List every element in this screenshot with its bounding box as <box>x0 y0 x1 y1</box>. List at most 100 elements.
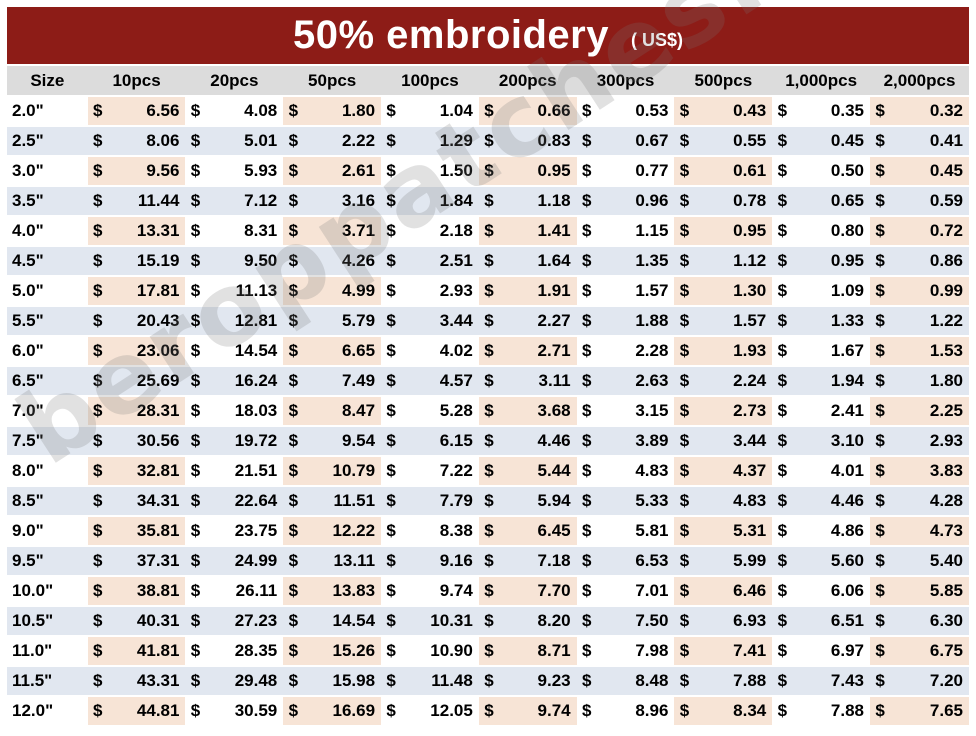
currency-symbol: $ <box>772 607 793 637</box>
currency-symbol: $ <box>381 157 402 187</box>
currency-symbol: $ <box>772 247 793 277</box>
currency-symbol: $ <box>478 397 499 427</box>
price-cell: 8.96 <box>596 697 675 727</box>
currency-symbol: $ <box>772 697 793 727</box>
price-cell: 7.20 <box>890 667 969 697</box>
price-cell: 2.27 <box>499 307 577 337</box>
price-cell: 6.06 <box>792 577 871 607</box>
currency-symbol: $ <box>185 337 206 367</box>
column-header-qty: 2,000pcs <box>870 66 969 97</box>
price-cell: 7.12 <box>205 187 284 217</box>
price-table: Size 10pcs 20pcs 50pcs 100pcs 200pcs 300pcs 500… <box>7 66 969 727</box>
price-cell: 13.11 <box>303 547 382 577</box>
currency-symbol: $ <box>283 157 304 187</box>
currency-symbol: $ <box>283 637 304 667</box>
size-cell: 11.0" <box>7 637 88 667</box>
price-cell: 2.25 <box>890 397 969 427</box>
price-cell: 7.88 <box>694 667 773 697</box>
currency-symbol: $ <box>87 667 108 697</box>
price-cell: 3.89 <box>596 427 675 457</box>
price-cell: 7.98 <box>596 637 675 667</box>
price-cell: 12.22 <box>303 517 382 547</box>
size-cell: 8.0" <box>7 457 88 487</box>
price-cell: 0.45 <box>890 157 969 187</box>
currency-symbol: $ <box>870 577 891 607</box>
price-cell: 0.77 <box>596 157 675 187</box>
currency-symbol: $ <box>381 547 402 577</box>
column-header-qty: 200pcs <box>478 66 577 97</box>
size-cell: 8.5" <box>7 487 88 517</box>
price-cell: 21.51 <box>205 457 284 487</box>
currency-symbol: $ <box>185 97 206 127</box>
price-cell: 7.01 <box>596 577 675 607</box>
currency-symbol: $ <box>185 427 206 457</box>
price-cell: 0.83 <box>499 127 577 157</box>
currency-symbol: $ <box>870 517 891 547</box>
price-cell: 8.48 <box>596 667 675 697</box>
price-cell: 7.65 <box>890 697 969 727</box>
currency-symbol: $ <box>478 637 499 667</box>
price-cell: 5.33 <box>596 487 675 517</box>
currency-symbol: $ <box>870 367 891 397</box>
price-cell: 3.44 <box>694 427 773 457</box>
price-cell: 1.50 <box>401 157 479 187</box>
price-cell: 7.41 <box>694 637 773 667</box>
price-cell: 6.30 <box>890 607 969 637</box>
currency-symbol: $ <box>478 337 499 367</box>
price-cell: 3.16 <box>303 187 382 217</box>
currency-symbol: $ <box>87 367 108 397</box>
currency-symbol: $ <box>283 427 304 457</box>
price-cell: 0.35 <box>792 97 871 127</box>
currency-symbol: $ <box>185 577 206 607</box>
currency-symbol: $ <box>478 367 499 397</box>
price-cell: 4.08 <box>205 97 284 127</box>
price-cell: 3.83 <box>890 457 969 487</box>
price-cell: 4.83 <box>694 487 773 517</box>
currency-symbol: $ <box>87 697 108 727</box>
price-cell: 13.31 <box>107 217 186 247</box>
currency-symbol: $ <box>381 667 402 697</box>
price-cell: 6.46 <box>694 577 773 607</box>
currency-symbol: $ <box>870 127 891 157</box>
currency-symbol: $ <box>478 697 499 727</box>
price-cell: 9.50 <box>205 247 284 277</box>
currency-symbol: $ <box>283 127 304 157</box>
currency-symbol: $ <box>185 367 206 397</box>
currency-symbol: $ <box>870 217 891 247</box>
currency-symbol: $ <box>87 277 108 307</box>
price-cell: 12.05 <box>401 697 479 727</box>
currency-symbol: $ <box>283 247 304 277</box>
currency-symbol: $ <box>381 397 402 427</box>
price-cell: 1.84 <box>401 187 479 217</box>
table-row: 7.5" $30.56 $19.72 $9.54 $6.15 $4.46 $3.89 $3.4… <box>7 427 969 457</box>
currency-symbol: $ <box>185 187 206 217</box>
currency-symbol: $ <box>576 577 597 607</box>
price-cell: 3.68 <box>499 397 577 427</box>
currency-symbol: $ <box>674 367 695 397</box>
price-cell: 4.83 <box>596 457 675 487</box>
price-cell: 7.43 <box>792 667 871 697</box>
price-cell: 30.59 <box>205 697 284 727</box>
currency-symbol: $ <box>674 397 695 427</box>
price-cell: 0.72 <box>890 217 969 247</box>
price-cell: 2.93 <box>401 277 479 307</box>
table-body: 2.0" $6.56 $4.08 $1.80 $1.04 $0.66 $0.53 $0.43 $… <box>7 97 969 727</box>
currency-symbol: $ <box>381 217 402 247</box>
currency-symbol: $ <box>283 307 304 337</box>
currency-symbol: $ <box>185 667 206 697</box>
price-cell: 40.31 <box>107 607 186 637</box>
price-cell: 1.57 <box>694 307 773 337</box>
price-cell: 4.26 <box>303 247 382 277</box>
currency-symbol: $ <box>772 277 793 307</box>
price-cell: 9.54 <box>303 427 382 457</box>
currency-symbol: $ <box>381 607 402 637</box>
currency-symbol: $ <box>478 517 499 547</box>
price-cell: 0.59 <box>890 187 969 217</box>
price-cell: 8.06 <box>107 127 186 157</box>
price-cell: 17.81 <box>107 277 186 307</box>
price-cell: 1.94 <box>792 367 871 397</box>
price-cell: 4.57 <box>401 367 479 397</box>
currency-symbol: $ <box>674 517 695 547</box>
currency-symbol: $ <box>674 457 695 487</box>
currency-note: ( US$) <box>631 30 684 50</box>
